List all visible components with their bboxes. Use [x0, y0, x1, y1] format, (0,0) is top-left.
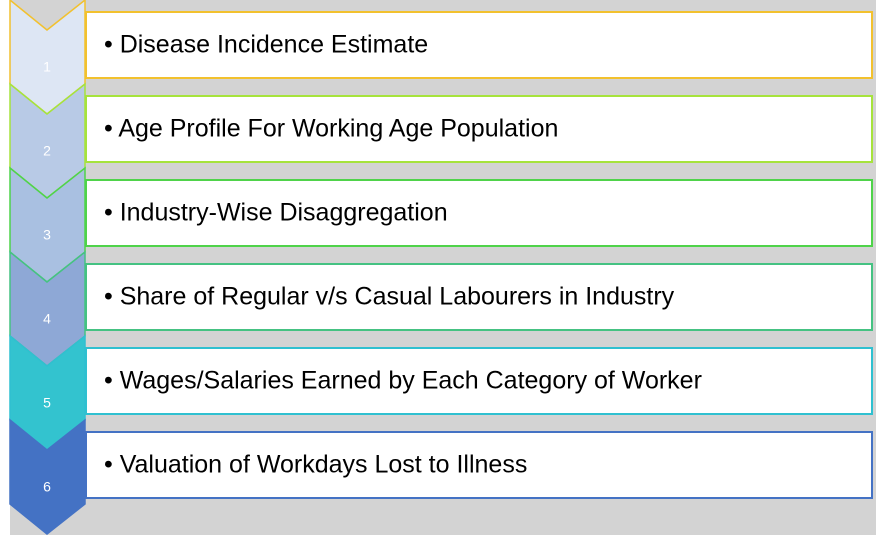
item-text: • Share of Regular v/s Casual Labourers … — [104, 283, 675, 311]
chevron — [9, 418, 86, 535]
item-text: • Industry-Wise Disaggregation — [104, 199, 448, 227]
item-box — [85, 431, 873, 499]
item-text: • Valuation of Workdays Lost to Illness — [104, 451, 527, 479]
item-text: • Disease Incidence Estimate — [104, 31, 428, 59]
item-number: 3 — [43, 227, 51, 243]
item-number: 5 — [43, 395, 51, 411]
item-number: 1 — [43, 59, 51, 75]
item-box — [85, 347, 873, 415]
item-number: 2 — [43, 143, 51, 159]
item-number: 6 — [43, 479, 51, 495]
item-box — [85, 263, 873, 331]
item-box — [85, 179, 873, 247]
item-text: • Age Profile For Working Age Population — [104, 115, 558, 143]
item-number: 4 — [43, 311, 51, 327]
item-text: • Wages/Salaries Earned by Each Category… — [104, 367, 702, 395]
item-box — [85, 11, 873, 79]
item-box — [85, 95, 873, 163]
